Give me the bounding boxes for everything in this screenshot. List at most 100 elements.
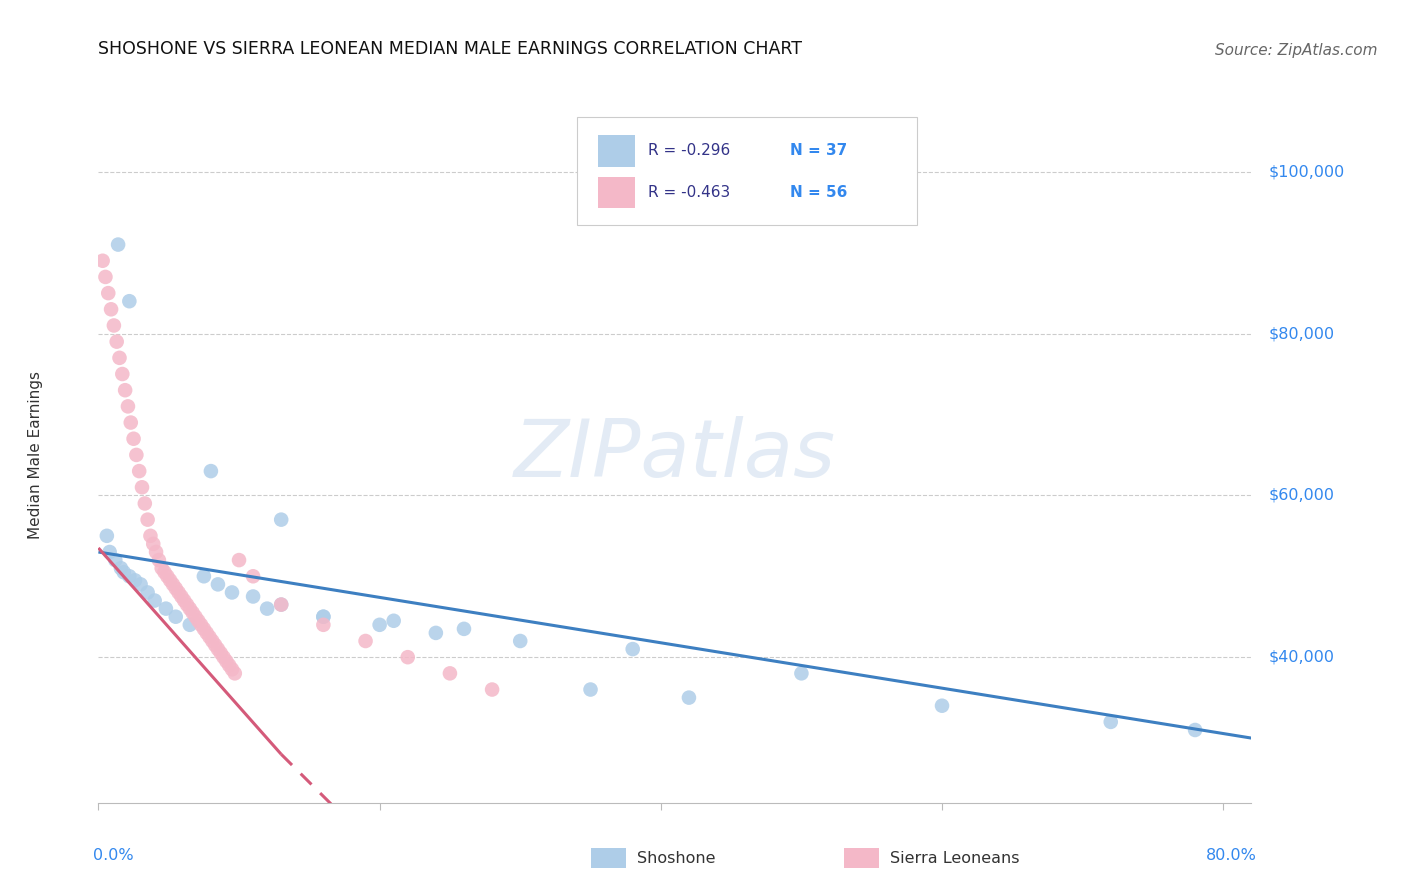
- Point: [162, 577, 184, 591]
- Point: [131, 480, 153, 494]
- Point: [142, 537, 165, 551]
- Point: [108, 351, 131, 365]
- Text: Shoshone: Shoshone: [637, 851, 716, 865]
- Point: [382, 614, 405, 628]
- Point: [136, 513, 159, 527]
- Point: [159, 574, 181, 588]
- Point: [312, 609, 335, 624]
- Point: [509, 634, 531, 648]
- Point: [94, 269, 117, 284]
- Point: [125, 448, 148, 462]
- Point: [165, 582, 187, 596]
- Point: [105, 334, 128, 349]
- Bar: [598, 136, 634, 167]
- Point: [453, 622, 475, 636]
- Point: [198, 630, 221, 644]
- Point: [201, 634, 224, 648]
- Text: N = 37: N = 37: [790, 144, 848, 159]
- Point: [114, 383, 136, 397]
- Point: [312, 617, 335, 632]
- Point: [931, 698, 953, 713]
- Point: [129, 577, 152, 591]
- Text: SHOSHONE VS SIERRA LEONEAN MEDIAN MALE EARNINGS CORRELATION CHART: SHOSHONE VS SIERRA LEONEAN MEDIAN MALE E…: [98, 40, 803, 58]
- Point: [153, 566, 176, 580]
- Point: [117, 400, 139, 414]
- Point: [209, 646, 232, 660]
- Point: [120, 416, 142, 430]
- Point: [176, 598, 198, 612]
- Point: [256, 601, 278, 615]
- Point: [136, 585, 159, 599]
- Point: [425, 626, 447, 640]
- Point: [242, 569, 264, 583]
- Point: [184, 609, 207, 624]
- Point: [481, 682, 503, 697]
- Point: [228, 553, 250, 567]
- Point: [112, 566, 135, 580]
- Point: [165, 609, 187, 624]
- Point: [156, 569, 179, 583]
- Point: [170, 590, 193, 604]
- Point: [103, 318, 125, 333]
- Point: [104, 553, 127, 567]
- Point: [100, 302, 122, 317]
- Point: [179, 617, 201, 632]
- Point: [678, 690, 700, 705]
- Point: [96, 529, 118, 543]
- Point: [190, 617, 212, 632]
- Point: [98, 545, 121, 559]
- Point: [1184, 723, 1206, 737]
- Point: [221, 662, 243, 676]
- Point: [218, 658, 240, 673]
- Text: $80,000: $80,000: [1268, 326, 1334, 341]
- Point: [354, 634, 377, 648]
- FancyBboxPatch shape: [576, 118, 917, 226]
- Point: [145, 545, 167, 559]
- Point: [122, 432, 145, 446]
- Point: [270, 598, 292, 612]
- Text: $40,000: $40,000: [1268, 649, 1334, 665]
- Text: Sierra Leoneans: Sierra Leoneans: [890, 851, 1019, 865]
- Text: Source: ZipAtlas.com: Source: ZipAtlas.com: [1215, 43, 1378, 58]
- Text: $60,000: $60,000: [1268, 488, 1334, 503]
- Point: [790, 666, 813, 681]
- Point: [579, 682, 602, 697]
- Point: [215, 654, 238, 668]
- Point: [148, 553, 170, 567]
- Text: 80.0%: 80.0%: [1206, 848, 1257, 863]
- Point: [107, 237, 129, 252]
- Point: [181, 606, 204, 620]
- Point: [224, 666, 246, 681]
- Point: [204, 638, 226, 652]
- Point: [128, 464, 150, 478]
- Point: [212, 650, 235, 665]
- Point: [621, 642, 644, 657]
- Point: [179, 601, 201, 615]
- Point: [242, 590, 264, 604]
- Point: [193, 569, 215, 583]
- Point: [97, 286, 120, 301]
- Point: [110, 561, 132, 575]
- Text: R = -0.296: R = -0.296: [648, 144, 731, 159]
- Point: [312, 609, 335, 624]
- Point: [124, 574, 146, 588]
- Point: [195, 626, 218, 640]
- Point: [368, 617, 391, 632]
- Text: N = 56: N = 56: [790, 186, 848, 200]
- Point: [193, 622, 215, 636]
- Point: [439, 666, 461, 681]
- Point: [167, 585, 190, 599]
- Text: $100,000: $100,000: [1268, 164, 1346, 179]
- Point: [1099, 714, 1122, 729]
- Point: [207, 642, 229, 657]
- Point: [200, 464, 222, 478]
- Text: 0.0%: 0.0%: [93, 848, 134, 863]
- Point: [118, 294, 141, 309]
- Point: [207, 577, 229, 591]
- Point: [118, 569, 141, 583]
- Point: [187, 614, 209, 628]
- Point: [143, 593, 166, 607]
- Point: [111, 367, 134, 381]
- Text: R = -0.463: R = -0.463: [648, 186, 731, 200]
- Point: [221, 585, 243, 599]
